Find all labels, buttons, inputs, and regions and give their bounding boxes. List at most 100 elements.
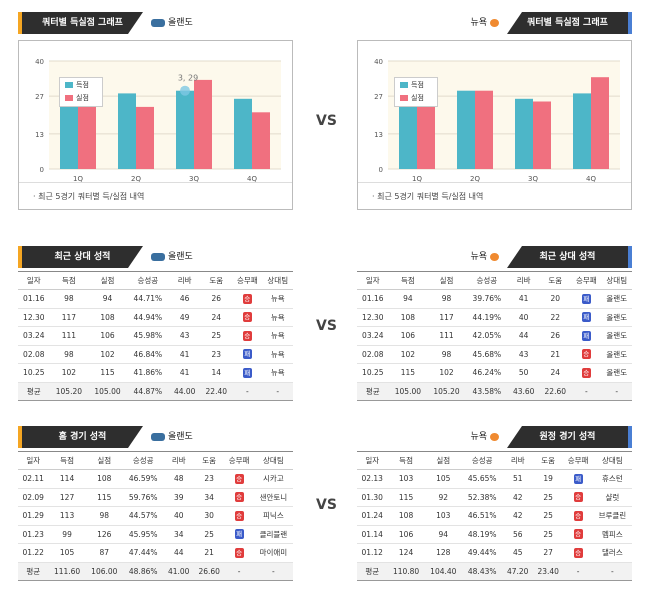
- table-cell: 87: [85, 543, 123, 563]
- table-cell: 패: [232, 345, 263, 364]
- tooltip-label: 3, 29: [178, 74, 198, 83]
- bar-conceded[interactable]: [78, 96, 96, 169]
- table-row: 01.16 98 94 44.71% 46 26 승 뉴욕: [18, 289, 293, 309]
- table-cell: 패: [571, 289, 602, 309]
- win-badge: 승: [234, 473, 244, 484]
- table-cell: 뉴욕: [262, 289, 293, 309]
- column-header: 상대팀: [262, 271, 293, 290]
- average-cell: 110.80: [387, 562, 425, 581]
- average-row: 평균 105.20 105.00 44.87% 44.00 22.40- -: [18, 382, 293, 401]
- x-tick-label: 3Q: [189, 175, 199, 182]
- panel-header: 홈 경기 성적 올랜도: [18, 426, 293, 448]
- table-cell: 25: [532, 525, 564, 544]
- h2h-panel-left: 최근 상대 성적 올랜도 일자 득점 실점 승성공 리바 도움 승무패 상대팀 01.16 98 9…: [18, 246, 293, 406]
- knicks-logo-icon: [490, 253, 499, 261]
- y-tick-label: 27: [35, 93, 44, 101]
- quarter-chart-right: 0 13 27 40 1Q 2Q 3Q 4Q 득점 실점 · 최근 5경기 쿼터별 득/실점 …: [357, 40, 632, 210]
- table-cell: 45.98%: [126, 326, 169, 346]
- table-row: 01.23 99 126 45.95% 34 25 패 클리블랜: [18, 525, 293, 544]
- bar-scored[interactable]: [234, 98, 252, 169]
- bar-scored[interactable]: [573, 93, 591, 169]
- table-cell: 102: [388, 345, 428, 364]
- table-cell: 59.76%: [122, 488, 164, 507]
- column-header: 일자: [357, 451, 388, 470]
- panel-title: 원정 경기 성적: [507, 426, 632, 448]
- table-cell: 승: [563, 488, 593, 507]
- team-label: 뉴욕: [470, 12, 499, 34]
- bar-conceded[interactable]: [417, 96, 435, 169]
- table-cell: 샬럿: [592, 488, 632, 507]
- table-cell: 01.29: [18, 506, 49, 526]
- bar-conceded[interactable]: [591, 77, 609, 169]
- table-cell: 12.30: [357, 308, 389, 327]
- bar-scored[interactable]: [60, 106, 78, 169]
- table-cell: 34: [163, 525, 194, 544]
- bar-scored[interactable]: [176, 90, 194, 169]
- column-header: 득점: [49, 271, 89, 290]
- average-cell: 105.20: [427, 382, 466, 401]
- table-cell: 98: [49, 345, 89, 364]
- column-header: 승무패: [224, 451, 254, 470]
- table-cell: 21: [193, 543, 225, 563]
- average-cell: 22.40: [200, 382, 233, 401]
- table-cell: 102: [427, 363, 466, 383]
- table-cell: 44.57%: [122, 506, 164, 526]
- table-cell: 02.08: [357, 345, 389, 364]
- table-cell: 01.16: [357, 289, 389, 309]
- table-cell: 45.95%: [122, 525, 164, 544]
- column-header: 득점: [387, 451, 425, 470]
- win-badge: 승: [573, 547, 583, 558]
- table-cell: 샌안토니: [253, 488, 293, 507]
- table-cell: 27: [532, 543, 564, 563]
- table-cell: 26: [200, 289, 233, 309]
- average-cell: -: [571, 382, 602, 401]
- table-row: 01.30 115 92 52.38% 42 25 승 샬럿: [357, 488, 632, 507]
- team-name: 뉴욕: [470, 432, 487, 442]
- table-cell: 45: [502, 543, 533, 563]
- table-cell: 52.38%: [461, 488, 503, 507]
- bar-conceded[interactable]: [136, 106, 154, 169]
- table-cell: 94: [424, 525, 462, 544]
- table-cell: 94: [88, 289, 127, 309]
- average-cell: 111.60: [48, 562, 86, 581]
- vs-label: VS: [316, 497, 337, 513]
- bar-scored[interactable]: [118, 93, 136, 169]
- average-cell: 평균: [18, 382, 50, 401]
- chart-caption: · 최근 5경기 쿼터별 득/실점 내역: [358, 182, 631, 209]
- table-row: 02.13 103 105 45.65% 51 19 패 휴스턴: [357, 469, 632, 489]
- table-cell: 승: [571, 345, 602, 364]
- bar-scored[interactable]: [457, 90, 475, 169]
- team-label: 올랜도: [151, 246, 193, 268]
- loss-badge: 패: [581, 293, 591, 304]
- table-cell: 클리블랜: [253, 525, 293, 544]
- loss-badge: 패: [573, 473, 583, 484]
- panel-header: 뉴욕 최근 상대 성적: [357, 246, 632, 268]
- column-header: 실점: [88, 271, 127, 290]
- bar-scored[interactable]: [399, 98, 417, 169]
- table-cell: 23: [193, 469, 225, 489]
- table-cell: 56: [502, 525, 533, 544]
- team-label: 뉴욕: [470, 246, 499, 268]
- average-row: 평균 105.00 105.20 43.58% 43.60 22.60- -: [357, 382, 632, 401]
- table-cell: 115: [88, 363, 127, 383]
- bar-scored[interactable]: [515, 98, 533, 169]
- average-cell: -: [592, 562, 632, 581]
- bar-conceded[interactable]: [533, 101, 551, 170]
- table-cell: 20: [539, 289, 572, 309]
- column-header: 실점: [85, 451, 123, 470]
- table-cell: 117: [427, 308, 466, 327]
- bar-conceded[interactable]: [252, 112, 270, 169]
- table-cell: 승: [563, 543, 593, 563]
- win-badge: 승: [581, 367, 591, 378]
- loss-badge: 패: [581, 312, 591, 323]
- bar-conceded[interactable]: [194, 79, 212, 169]
- team-name: 뉴욕: [470, 18, 487, 28]
- magic-logo-icon: [151, 19, 165, 27]
- bar-conceded[interactable]: [475, 90, 493, 169]
- loss-badge: 패: [581, 330, 591, 341]
- average-cell: 22.60: [539, 382, 572, 401]
- table-cell: 34: [193, 488, 225, 507]
- table-header: 일자 득점 실점 승성공 리바 도움 승무패 상대팀: [357, 451, 632, 470]
- stats-table: 일자 득점 실점 승성공 리바 도움 승무패 상대팀 01.16 98 94 44.71% 46 26 승 뉴…: [18, 271, 293, 401]
- average-cell: 41.00: [163, 562, 194, 581]
